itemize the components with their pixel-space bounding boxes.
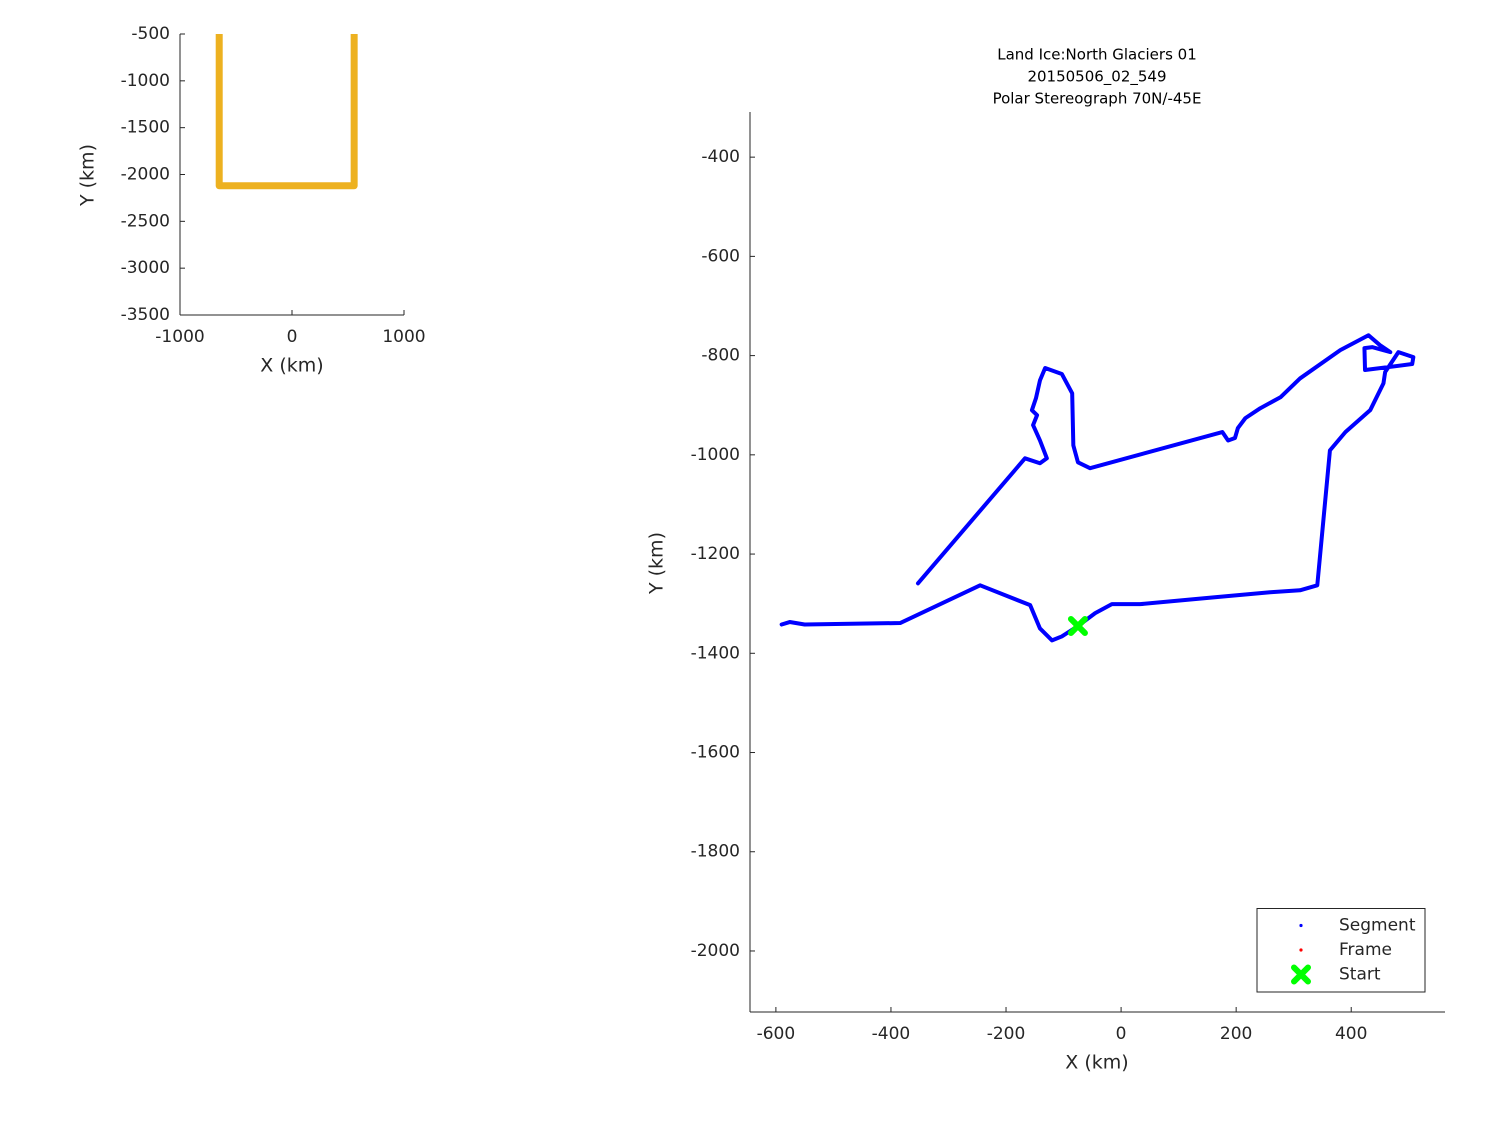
- y-tick-label: -2500: [121, 211, 170, 231]
- chart-title: Land Ice:North Glaciers 01: [997, 46, 1196, 64]
- series-line: [215, 34, 358, 190]
- legend: [1256, 908, 1426, 993]
- legend-label: Frame: [1339, 940, 1392, 960]
- legend-marker: [1291, 964, 1311, 985]
- x-tick-label: 1000: [382, 327, 425, 347]
- y-axis-label: Y (km): [77, 144, 99, 207]
- x-tick-label: 0: [287, 327, 298, 347]
- series-line: [779, 333, 1416, 643]
- y-tick-label: -1000: [691, 445, 740, 465]
- y-tick-label: -1200: [691, 544, 740, 564]
- legend-label: Start: [1339, 965, 1381, 985]
- y-tick-label: -500: [131, 24, 170, 44]
- y-tick-label: -3500: [121, 305, 170, 325]
- y-tick-label: -400: [701, 147, 740, 167]
- x-axis-label: X (km): [1065, 1052, 1128, 1074]
- y-axis-label: Y (km): [646, 532, 668, 595]
- x-tick-label: 0: [1116, 1024, 1127, 1044]
- y-tick-label: -2000: [121, 165, 170, 185]
- y-tick-label: -1800: [691, 842, 740, 862]
- y-tick-label: -1500: [121, 118, 170, 138]
- chart-title: Polar Stereograph 70N/-45E: [993, 90, 1202, 108]
- start-marker: [1067, 616, 1088, 637]
- y-tick-label: -800: [701, 346, 740, 366]
- y-tick-label: -1000: [121, 71, 170, 91]
- y-tick-label: -1400: [691, 643, 740, 663]
- x-axis-label: X (km): [260, 355, 323, 377]
- y-tick-label: -1600: [691, 743, 740, 763]
- legend-marker: [1299, 923, 1303, 928]
- x-tick-label: -600: [757, 1024, 796, 1044]
- x-tick-label: -200: [987, 1024, 1026, 1044]
- y-tick-label: -3000: [121, 258, 170, 278]
- x-tick-label: -1000: [155, 327, 204, 347]
- x-tick-label: -400: [872, 1024, 911, 1044]
- x-tick-label: 400: [1335, 1024, 1367, 1044]
- legend-label: Segment: [1339, 916, 1416, 936]
- chart-title: 20150506_02_549: [1027, 68, 1166, 87]
- x-tick-label: 200: [1220, 1024, 1252, 1044]
- y-tick-label: -600: [701, 246, 740, 266]
- y-tick-label: -2000: [691, 941, 740, 961]
- legend-marker: [1299, 948, 1303, 952]
